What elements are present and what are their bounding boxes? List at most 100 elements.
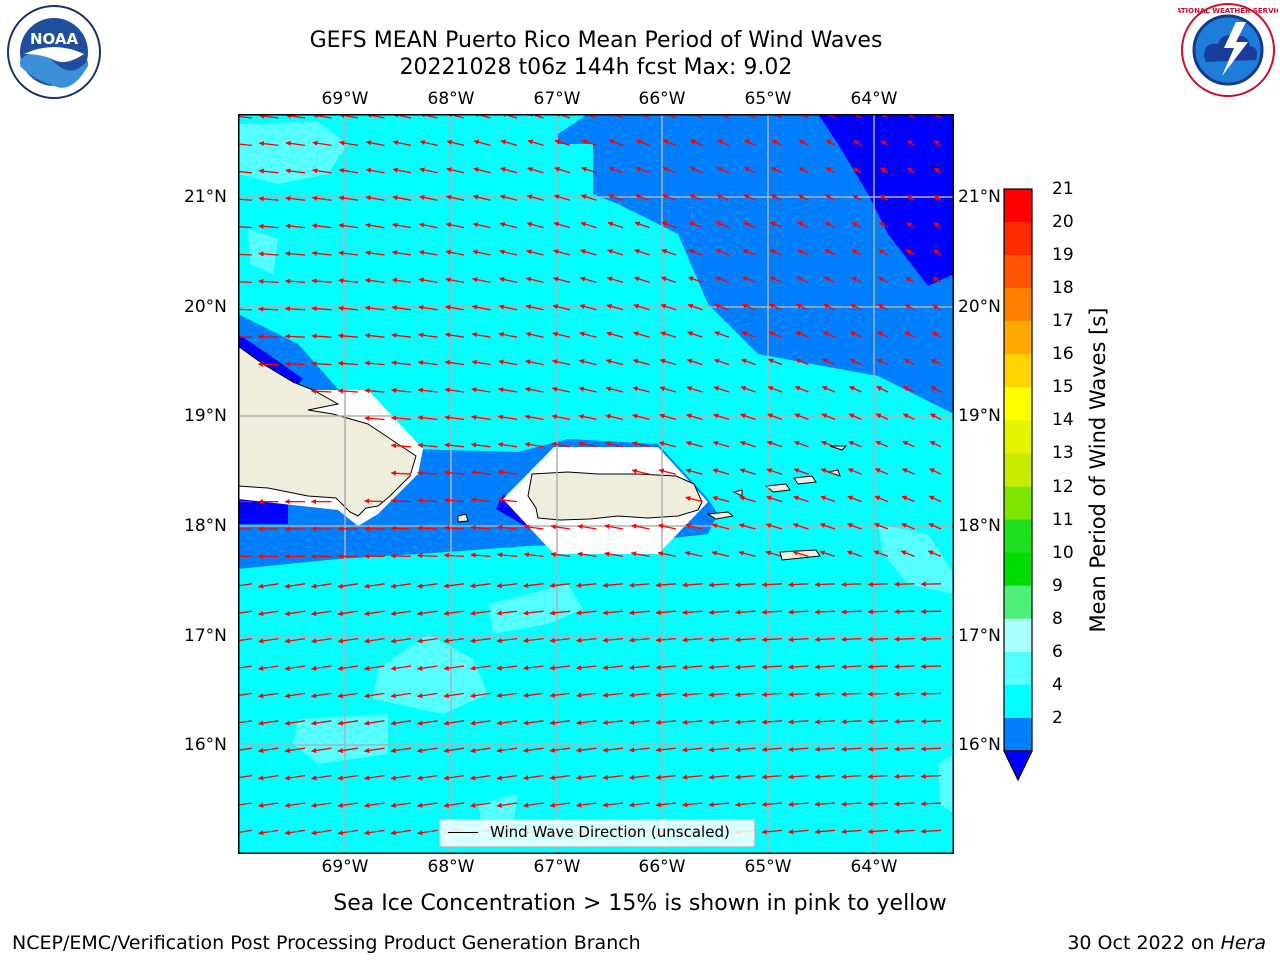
wave-direction-arrow	[392, 167, 412, 174]
wave-direction-arrow	[932, 304, 942, 311]
wave-direction-arrow	[708, 692, 730, 698]
lat-label-left: 17°N	[184, 626, 227, 646]
wave-direction-arrow	[687, 303, 703, 311]
wave-direction-arrow	[471, 304, 491, 311]
wave-direction-arrow	[715, 221, 730, 229]
wave-direction-arrow	[708, 719, 730, 725]
wave-direction-arrow	[606, 303, 624, 311]
wave-direction-arrow	[685, 495, 703, 503]
wave-direction-arrow	[820, 495, 836, 503]
wave-direction-arrow	[527, 139, 544, 147]
wave-direction-arrow	[365, 222, 385, 229]
wave-direction-arrow	[901, 495, 915, 503]
wave-direction-arrow	[390, 498, 412, 504]
wave-direction-arrow	[364, 277, 385, 284]
wave-direction-arrow	[740, 413, 756, 421]
wave-direction-arrow	[761, 801, 783, 807]
wave-direction-arrow	[416, 665, 438, 671]
wave-direction-arrow	[443, 747, 465, 754]
wave-direction-arrow	[602, 719, 624, 726]
wave-direction-arrow	[605, 358, 624, 366]
wave-direction-arrow	[920, 828, 942, 834]
wave-direction-arrow	[443, 610, 465, 616]
wave-direction-arrow	[708, 664, 730, 670]
wave-direction-arrow	[522, 692, 544, 698]
wave-direction-arrow	[445, 194, 465, 201]
wave-direction-arrow	[867, 581, 889, 587]
colorbar-segment	[1004, 255, 1032, 289]
wave-direction-arrow	[635, 166, 650, 174]
wave-direction-arrow	[793, 468, 809, 475]
wave-direction-arrow	[660, 303, 677, 311]
wave-direction-arrow	[604, 551, 624, 558]
period-patch	[488, 584, 583, 634]
wave-direction-arrow	[821, 386, 836, 393]
colorbar-tick-label: 14	[1052, 410, 1074, 431]
wave-direction-arrow	[655, 802, 677, 808]
wave-direction-arrow	[549, 665, 571, 671]
wave-direction-arrow	[496, 774, 518, 781]
wave-direction-arrow	[927, 550, 942, 557]
wave-direction-arrow	[717, 139, 730, 146]
small-islands	[457, 445, 848, 561]
wave-direction-arrow	[788, 691, 809, 698]
wave-direction-arrow	[602, 582, 624, 588]
wave-direction-arrow	[418, 249, 438, 256]
wave-direction-arrow	[711, 550, 730, 558]
wave-direction-arrow	[312, 168, 332, 174]
map-legend: Wind Wave Direction (unscaled)	[439, 819, 755, 847]
wave-direction-arrow	[629, 582, 650, 588]
wave-direction-arrow	[635, 139, 650, 147]
footer-date: 30 Oct 2022 on Hera	[1067, 932, 1266, 954]
wave-direction-arrow	[310, 665, 332, 671]
wave-direction-arrow	[551, 386, 571, 393]
wave-direction-arrow	[768, 303, 783, 311]
wave-direction-arrow	[550, 551, 571, 558]
wave-direction-arrow	[850, 276, 862, 283]
wave-direction-arrow	[920, 773, 942, 779]
wave-direction-arrow	[814, 801, 836, 807]
wave-direction-arrow	[822, 358, 836, 366]
wave-direction-arrow	[472, 222, 491, 229]
wave-direction-arrow	[337, 665, 359, 671]
wave-direction-arrow	[735, 637, 756, 643]
wave-direction-arrow	[285, 223, 306, 229]
wave-direction-arrow	[794, 386, 809, 393]
wave-direction-arrow	[847, 468, 862, 475]
wave-direction-arrow	[819, 550, 836, 558]
wave-direction-arrow	[391, 387, 412, 394]
wave-direction-arrow	[735, 746, 756, 753]
wave-direction-arrow	[238, 637, 253, 642]
wave-direction-arrow	[363, 610, 385, 617]
wave-direction-arrow	[496, 747, 518, 753]
wave-direction-arrow	[443, 720, 465, 726]
wave-direction-arrow	[311, 250, 332, 257]
wave-direction-arrow	[416, 720, 438, 726]
wave-direction-arrow	[553, 249, 571, 256]
wave-direction-arrow	[761, 774, 783, 780]
wave-direction-arrow	[390, 553, 412, 559]
wave-direction-arrow	[894, 718, 915, 725]
wave-direction-arrow	[689, 194, 703, 201]
wave-direction-arrow	[525, 304, 544, 311]
nws-logo-text: NATIONAL WEATHER SERVICE	[1178, 7, 1278, 15]
wave-direction-arrow	[310, 610, 332, 617]
wave-direction-arrow	[714, 303, 730, 311]
colorbar-tick-label: 6	[1052, 641, 1063, 662]
wave-direction-arrow	[470, 497, 491, 503]
wave-direction-arrow	[338, 305, 359, 311]
wave-direction-arrow	[743, 166, 756, 174]
colorbar-segment	[1004, 618, 1032, 653]
wave-direction-arrow	[712, 495, 730, 503]
wave-direction-arrow	[739, 495, 756, 503]
wave-direction-arrow	[417, 497, 438, 504]
wave-direction-arrow	[549, 747, 571, 753]
lat-label-left: 21°N	[184, 187, 227, 207]
wave-direction-arrow	[735, 664, 756, 670]
wave-direction-arrow	[363, 802, 385, 808]
wave-direction-arrow	[310, 747, 332, 754]
wave-direction-arrow	[365, 250, 385, 256]
colorbar-tick-label: 17	[1052, 311, 1074, 332]
wave-direction-arrow	[708, 582, 730, 588]
colorbar-segment	[1004, 552, 1032, 587]
